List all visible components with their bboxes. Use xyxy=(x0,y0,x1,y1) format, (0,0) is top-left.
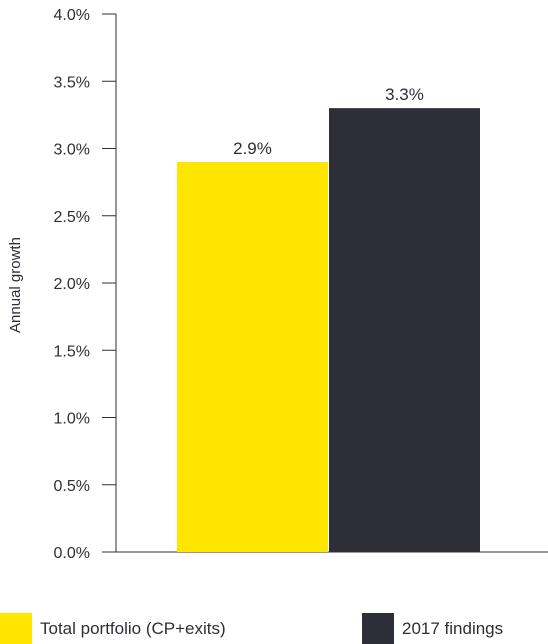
y-tick-label: 2.0% xyxy=(54,276,90,293)
legend-item-total-portfolio: Total portfolio (CP+exits) xyxy=(0,613,226,644)
y-tick-label: 0.5% xyxy=(54,478,90,495)
legend-swatch-2017-findings xyxy=(362,613,394,644)
y-tick-label: 3.0% xyxy=(54,142,90,159)
legend-label-2017-findings: 2017 findings xyxy=(402,618,504,638)
legend-label-total-portfolio: Total portfolio (CP+exits) xyxy=(40,618,226,638)
legend: Total portfolio (CP+exits) 2017 findings xyxy=(0,613,548,644)
legend-item-2017-findings: 2017 findings xyxy=(362,613,503,644)
y-tick-label: 3.5% xyxy=(54,74,90,91)
y-tick-label: 1.5% xyxy=(54,343,90,360)
bar-value-label-1: 3.3% xyxy=(385,85,424,104)
bar-value-labels: 2.9% 3.3% xyxy=(233,85,424,158)
y-tick-label: 0.0% xyxy=(54,545,90,562)
bar-0 xyxy=(177,161,328,552)
bars xyxy=(177,108,480,553)
y-tick-label: 2.5% xyxy=(54,209,90,226)
y-axis: 0.0% 0.5% 1.0% 1.5% 2.0% 2.5% 3.0% 3.5% 4.0% xyxy=(54,7,548,562)
bar-1 xyxy=(329,108,480,553)
y-tick-label: 4.0% xyxy=(54,7,90,24)
y-tick-label: 1.0% xyxy=(54,411,90,428)
y-axis-title: Annual growth xyxy=(7,237,24,333)
legend-swatch-total-portfolio xyxy=(0,613,32,644)
bar-value-label-0: 2.9% xyxy=(233,139,272,158)
